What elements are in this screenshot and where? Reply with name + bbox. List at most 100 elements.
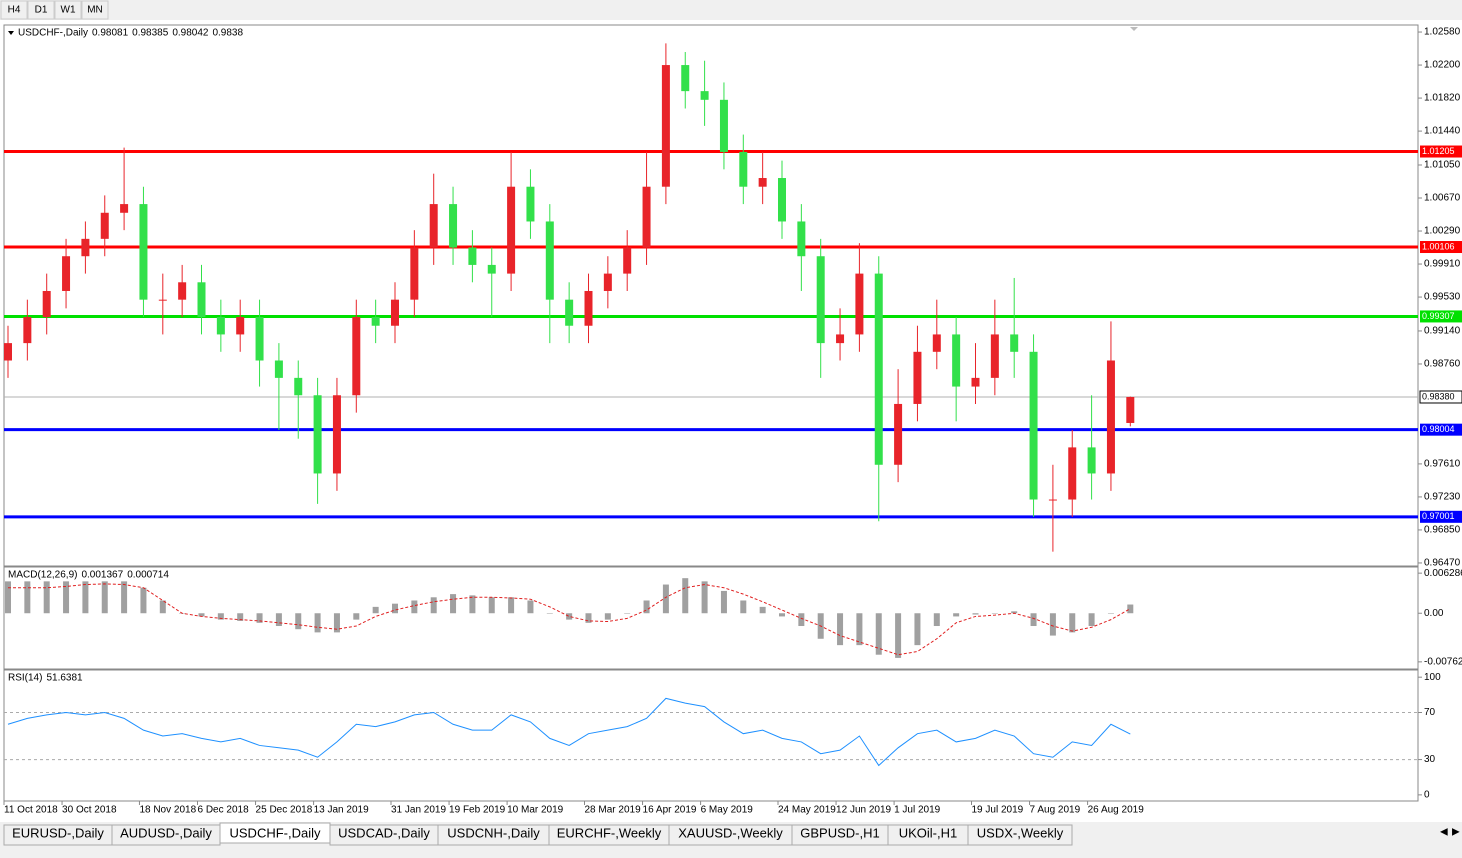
level-label: 0.99307 — [1422, 311, 1455, 321]
signal-line — [8, 583, 1131, 656]
macd-bar — [256, 613, 263, 623]
candle-body — [816, 256, 825, 344]
macd-bar — [411, 600, 418, 614]
level-label-box — [1420, 310, 1462, 323]
tab-label[interactable]: EURCHF-,Weekly — [557, 825, 662, 840]
tab-label[interactable]: USDCAD-,Daily — [338, 825, 430, 840]
candle-body — [1048, 499, 1057, 501]
candle-body — [623, 247, 632, 274]
header-value: 0.98385 — [132, 28, 169, 39]
macd-bar — [430, 597, 437, 614]
tab-label[interactable]: USDX-,Weekly — [977, 825, 1064, 840]
candle-body — [255, 317, 264, 361]
candle-body — [1068, 447, 1077, 500]
macd-bar — [140, 587, 147, 614]
x-tick-label: 11 Oct 2018 — [4, 805, 58, 816]
macd-bar — [566, 613, 573, 620]
candle-body — [1106, 360, 1115, 474]
tab[interactable] — [967, 824, 1073, 846]
level-label: 1.00106 — [1422, 241, 1455, 251]
x-tick-label: 10 Mar 2019 — [507, 805, 564, 816]
candle-body — [778, 178, 786, 222]
x-tick-label: 16 Apr 2019 — [643, 805, 697, 816]
candle-body — [642, 186, 651, 248]
level-label-box — [1419, 390, 1462, 404]
candle-body — [274, 360, 283, 378]
y-tick-label: 100 — [1424, 672, 1441, 683]
y-tick-label: 1.02580 — [1424, 27, 1461, 38]
macd-bar — [450, 594, 457, 614]
timeframe-label[interactable]: MN — [87, 5, 103, 16]
level-label-box — [1420, 145, 1462, 158]
macd-bar — [101, 581, 108, 614]
y-tick-label: 0.00 — [1424, 608, 1444, 619]
header-value: 0.98042 — [172, 28, 209, 39]
timeframe-label[interactable]: W1 — [61, 5, 76, 16]
candle-body — [178, 282, 187, 300]
candle-body — [449, 204, 458, 248]
candle-body — [913, 351, 922, 404]
tab-label[interactable]: UKOil-,H1 — [899, 825, 958, 840]
level-label: 0.98004 — [1422, 424, 1455, 434]
macd-bar — [914, 613, 921, 646]
macd-bar — [740, 600, 747, 614]
header-value: 0.000714 — [127, 570, 169, 581]
candle-body — [545, 221, 554, 300]
x-tick-label: 26 Aug 2019 — [1088, 805, 1145, 816]
y-tick-label: 0.99530 — [1424, 292, 1461, 303]
y-tick-label: 0.96470 — [1424, 558, 1461, 569]
tab-scroll-left[interactable]: ◀ — [1440, 827, 1448, 838]
y-tick-label: 1.02200 — [1424, 60, 1461, 71]
x-tick-label: 28 Mar 2019 — [585, 805, 642, 816]
y-tick-label: 0.99140 — [1424, 326, 1461, 337]
macd-bar — [895, 613, 902, 658]
macd-bar — [972, 613, 979, 615]
macd-bar — [604, 613, 611, 620]
macd-bar — [662, 584, 669, 614]
rsi-line — [7, 697, 1131, 767]
candle-body — [391, 299, 399, 326]
candle-body — [410, 247, 419, 300]
tab-label[interactable]: AUDUSD-,Daily — [120, 825, 212, 840]
timeframe-label[interactable]: H4 — [8, 5, 21, 16]
macd-bar — [856, 613, 863, 646]
x-tick-label: 13 Jan 2019 — [314, 805, 369, 816]
tab-label[interactable]: EURUSD-,Daily — [12, 825, 104, 840]
timeframe-label[interactable]: D1 — [35, 5, 48, 16]
y-tick-label: 70 — [1424, 707, 1436, 718]
candle-body — [1029, 351, 1038, 500]
candle-body — [468, 247, 477, 265]
header-value: 0.9838 — [212, 28, 243, 39]
y-tick-label: 1.01440 — [1424, 126, 1461, 137]
tab-label[interactable]: USDCNH-,Daily — [447, 825, 540, 840]
y-tick-label: 0.006286 — [1424, 568, 1462, 579]
candle-body — [836, 334, 845, 344]
tab-scroll-right[interactable]: ▶ — [1452, 827, 1460, 838]
candle-body — [1126, 396, 1135, 423]
macd-bar — [392, 603, 398, 614]
macd-bar — [585, 613, 592, 623]
level-label-box — [1420, 423, 1462, 436]
macd-bar — [63, 581, 70, 614]
candle-body — [197, 282, 206, 318]
y-tick-label: 1.00670 — [1424, 193, 1461, 204]
macd-bar — [933, 613, 940, 627]
x-tick-label: 6 May 2019 — [701, 805, 754, 816]
candle-body — [1087, 447, 1096, 474]
macd-bar — [43, 581, 50, 614]
candle-body — [42, 290, 51, 318]
tab-label[interactable]: XAUUSD-,Weekly — [678, 825, 783, 840]
level-label-box — [1420, 510, 1462, 523]
toolbar — [0, 0, 1462, 20]
timeframe-button[interactable] — [54, 0, 82, 20]
macd-bar — [24, 581, 31, 614]
macd-bar — [643, 600, 650, 614]
candle-body — [371, 317, 380, 326]
timeframe-button[interactable] — [81, 0, 109, 20]
tab-label[interactable]: USDCHF-,Daily — [230, 825, 322, 840]
macd-bar — [1069, 613, 1076, 633]
macd-bar — [295, 613, 302, 630]
timeframe-button[interactable] — [27, 0, 55, 20]
timeframe-button[interactable] — [0, 0, 28, 20]
tab-label[interactable]: GBPUSD-,H1 — [800, 825, 879, 840]
